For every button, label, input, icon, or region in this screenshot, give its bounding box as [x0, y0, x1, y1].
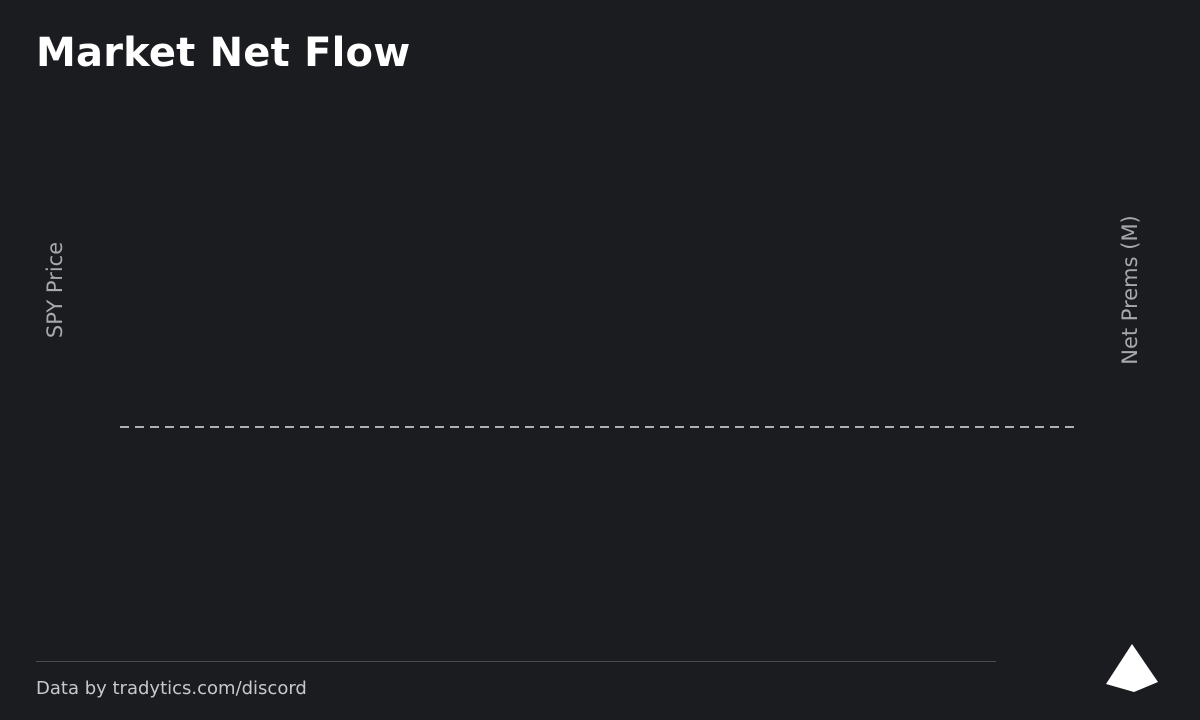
- market-net-flow-chart: SPY Price Net Prems (M): [43, 215, 1142, 428]
- page-title: Market Net Flow: [36, 30, 411, 76]
- tradytics-logo-icon: [1104, 640, 1160, 700]
- left-axis-label: SPY Price: [43, 242, 67, 338]
- footer-divider: [36, 661, 996, 662]
- right-axis-label: Net Prems (M): [1118, 215, 1142, 365]
- footer-credit: Data by tradytics.com/discord: [36, 678, 307, 699]
